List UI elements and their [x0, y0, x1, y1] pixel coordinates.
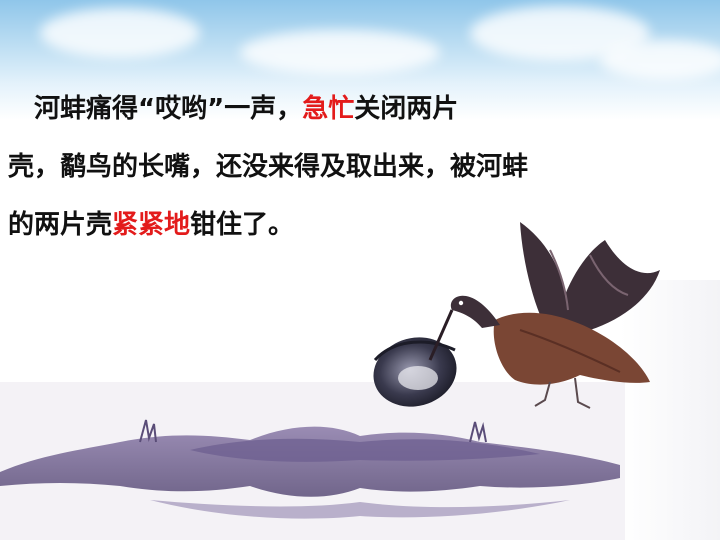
sky-background — [0, 0, 720, 120]
story-paragraph: 河蚌痛得“哎哟”一声，急忙关闭两片 壳，鹬鸟的长嘴，还没来得及取出来，被河蚌 的… — [8, 80, 708, 254]
text-segment: 关闭两片 — [354, 94, 459, 124]
text-segment: 河蚌痛得“哎哟”一声， — [34, 94, 303, 124]
story-line-1: 河蚌痛得“哎哟”一声，急忙关闭两片 — [8, 80, 708, 138]
highlight-word: 紧紧地 — [112, 210, 191, 240]
highlight-word: 急忙 — [302, 94, 355, 124]
illustration — [0, 222, 660, 540]
clam-icon — [373, 337, 457, 407]
heron-icon — [428, 222, 660, 409]
cloud-icon — [240, 30, 440, 75]
cloud-icon — [40, 8, 200, 58]
riverbank-icon — [0, 382, 625, 540]
story-line-2: 壳，鹬鸟的长嘴，还没来得及取出来，被河蚌 — [8, 152, 529, 182]
story-line-3: 的两片壳紧紧地钳住了。 — [8, 196, 708, 254]
indent-space — [8, 94, 34, 124]
right-fade-panel — [620, 280, 720, 540]
cloud-icon — [600, 40, 720, 80]
text-segment: 钳住了。 — [190, 210, 295, 240]
text-segment: 的两片壳 — [8, 210, 113, 240]
